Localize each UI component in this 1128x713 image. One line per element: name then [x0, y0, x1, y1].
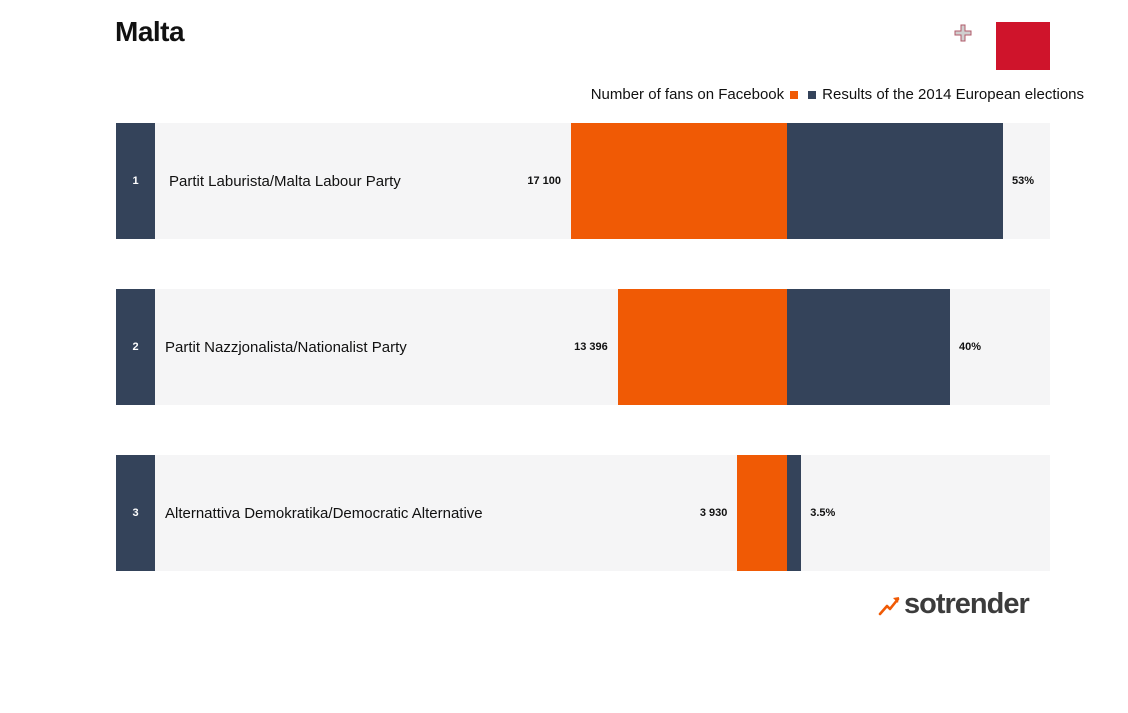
- fans-value-label: 13 396: [574, 341, 608, 353]
- legend: Number of fans on Facebook Results of th…: [591, 86, 1084, 103]
- fans-value-label: 17 100: [527, 175, 561, 187]
- page-title: Malta: [115, 16, 185, 47]
- elections-bar: [787, 123, 1003, 239]
- brand-name: sotrender: [904, 588, 1030, 620]
- elections-value-label: 40%: [959, 341, 982, 353]
- legend-fans-label: Number of fans on Facebook: [590, 86, 785, 103]
- fans-bar: [737, 455, 787, 571]
- legend-elections-swatch: [808, 90, 817, 99]
- elections-value-label: 3.5%: [810, 507, 836, 519]
- rank-badge: 2: [116, 289, 155, 405]
- elections-value-label: 53%: [1012, 175, 1035, 187]
- legend-elections-label: Results of the 2014 European elections: [822, 86, 1084, 103]
- fans-bar: [571, 123, 787, 239]
- flag-red-field: [996, 22, 1050, 70]
- george-cross-icon: [954, 24, 972, 42]
- party-row: 2 Partit Nazzjonalista/Nationalist Party 1…: [116, 289, 1050, 405]
- trend-arrow-icon: [878, 596, 900, 615]
- elections-bar: [787, 455, 802, 571]
- party-name: Alternattiva Demokratika/Democratic Alte…: [165, 504, 483, 522]
- rank-badge: 1: [116, 123, 155, 239]
- party-name: Partit Nazzjonalista/Nationalist Party: [165, 338, 407, 356]
- elections-bar: [787, 289, 951, 405]
- fans-bar: [617, 289, 787, 405]
- country-flag: [950, 22, 1050, 70]
- legend-fans-swatch: [790, 90, 799, 99]
- rank-badge: 3: [116, 455, 155, 571]
- party-row: 1 Partit Laburista/Malta Labour Party 17 1…: [116, 123, 1050, 239]
- fans-value-label: 3 930: [699, 507, 728, 519]
- sotrender-logo: sotrender: [878, 588, 1030, 621]
- party-row: 3 Alternattiva Demokratika/Democratic Alt…: [116, 455, 1050, 571]
- party-name: Partit Laburista/Malta Labour Party: [169, 172, 401, 190]
